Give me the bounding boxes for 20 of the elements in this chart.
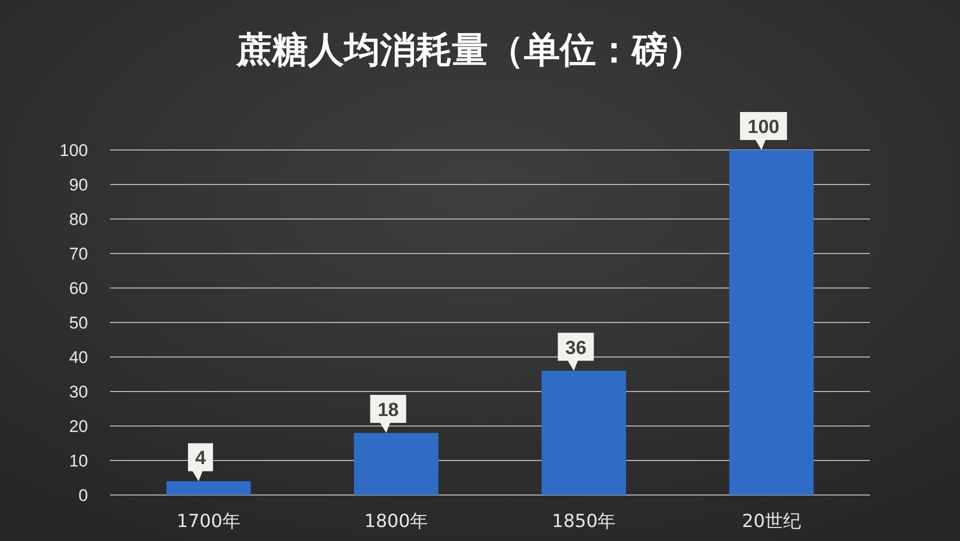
- data-label: 18: [378, 400, 399, 421]
- y-tick-label: 20: [69, 416, 88, 436]
- y-tick-label: 60: [69, 278, 88, 298]
- y-tick-label: 50: [69, 313, 88, 332]
- y-tick-label: 80: [69, 210, 88, 229]
- y-tick-label: 0: [78, 486, 88, 505]
- y-tick-label: 70: [69, 244, 88, 264]
- chart-title: 蔗糖人均消耗量（单位：磅）: [235, 30, 704, 71]
- y-tick-label: 40: [69, 348, 88, 367]
- x-tick-label: 1850年: [552, 511, 616, 532]
- x-tick-label: 20世纪: [742, 511, 801, 532]
- y-tick-label: 10: [69, 451, 88, 470]
- data-label: 4: [195, 448, 206, 470]
- data-label: 100: [748, 117, 780, 138]
- y-tick-label: 100: [60, 140, 88, 160]
- x-tick-label: 1700年: [176, 511, 240, 532]
- y-tick-label: 30: [69, 382, 88, 402]
- y-tick-label: 90: [69, 175, 88, 194]
- data-label: 36: [565, 338, 586, 359]
- x-tick-label: 1800年: [364, 511, 428, 532]
